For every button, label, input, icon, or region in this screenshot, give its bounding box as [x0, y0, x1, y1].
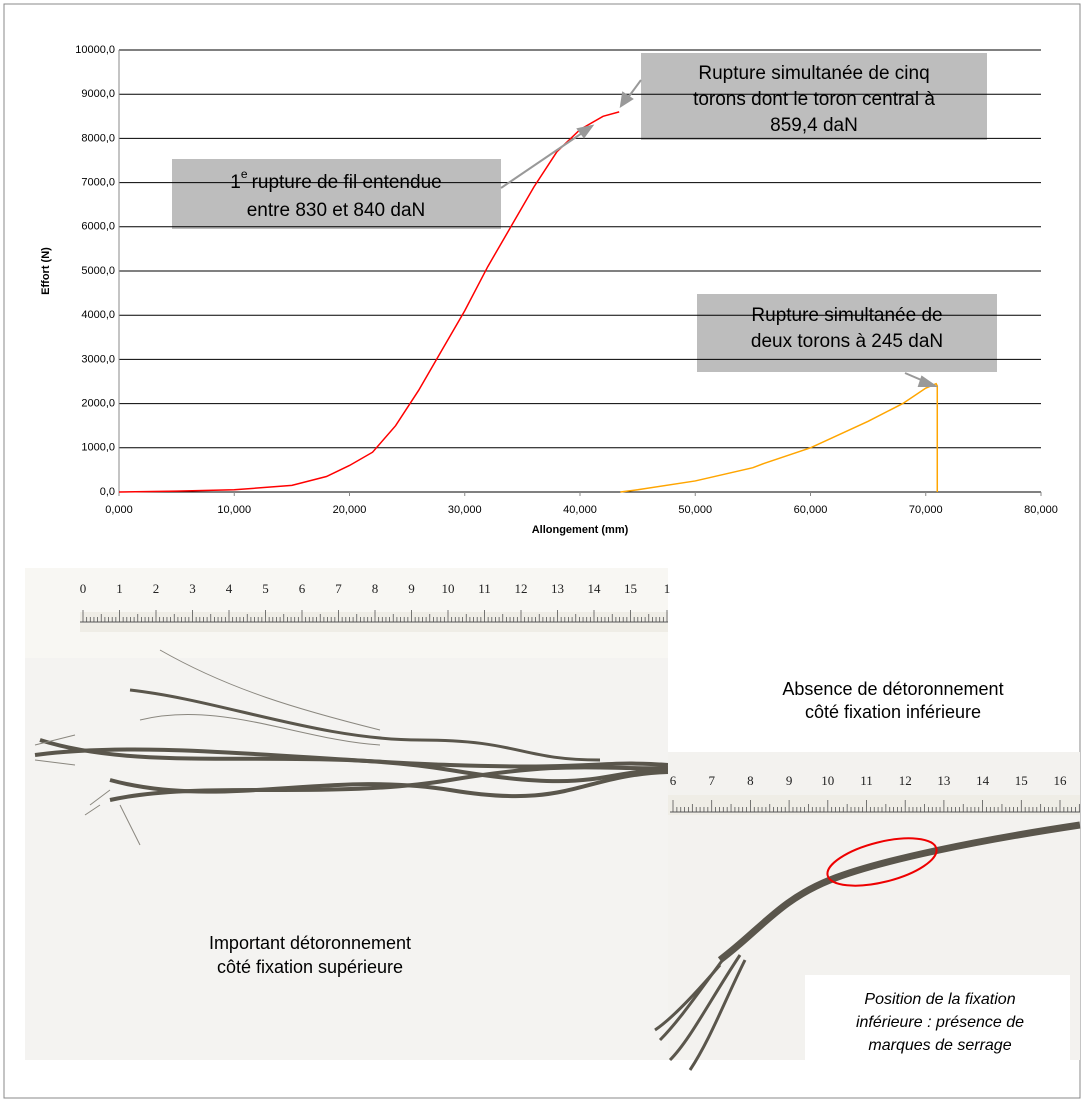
photo-caption: côté fixation inférieure	[805, 702, 981, 722]
ruler-label: 7	[335, 581, 342, 596]
annotation-text: 859,4 daN	[770, 115, 858, 136]
x-tick-label: 70,000	[909, 504, 943, 516]
annotation-line: rupture de fil entendue	[252, 172, 442, 193]
annotation-text: Rupture simultanée de	[751, 305, 942, 326]
photo-caption: Position de la fixation	[864, 991, 1015, 1008]
x-tick-label: 40,000	[563, 504, 597, 516]
ruler-label: 1	[116, 581, 123, 596]
ruler-label: 10	[821, 773, 834, 788]
ruler-label: 8	[747, 773, 754, 788]
ruler-label: 8	[372, 581, 379, 596]
x-tick-label: 10,000	[217, 504, 251, 516]
y-tick-label: 10000,0	[75, 44, 115, 56]
ruler-label: 11	[478, 581, 491, 596]
x-tick-label: 20,000	[333, 504, 367, 516]
x-axis-title: Allongement (mm)	[532, 524, 629, 536]
x-tick-label: 60,000	[794, 504, 828, 516]
ruler-label: 13	[551, 581, 564, 596]
y-tick-label: 3000,0	[81, 353, 115, 365]
arrows	[500, 79, 939, 387]
ruler-label: 12	[515, 581, 528, 596]
annotation-prefix: 1	[230, 172, 241, 193]
x-tick-label: 80,000	[1024, 504, 1058, 516]
photo-caption: Absence de détoronnement	[782, 679, 1003, 699]
annotation-text: entre 830 et 840 daN	[247, 200, 426, 221]
y-tick-label: 4000,0	[81, 309, 115, 321]
photo-caption: marques de serrage	[868, 1037, 1011, 1054]
ruler-label: 15	[1015, 773, 1028, 788]
ruler-label: 9	[408, 581, 415, 596]
line-series	[620, 382, 939, 493]
annotation-boxes	[172, 53, 997, 372]
y-tick-label: 5000,0	[81, 265, 115, 277]
photo-caption: inférieure : présence de	[856, 1014, 1024, 1031]
y-tick-label: 9000,0	[81, 88, 115, 100]
annotation-text: torons dont le toron central à	[693, 89, 935, 110]
ruler-label: 0	[80, 581, 87, 596]
photo-caption: côté fixation supérieure	[217, 957, 403, 977]
y-axis-title: Effort (N)	[40, 247, 52, 295]
y-tick-label: 2000,0	[81, 398, 115, 410]
ruler-label: 16	[1054, 773, 1068, 788]
ruler-label: 11	[860, 773, 873, 788]
annotation-text: 1e rupture de fil entendue	[230, 167, 441, 193]
annotation-sup: e	[241, 167, 248, 181]
ruler-label: 3	[189, 581, 196, 596]
ruler-label: 1	[664, 581, 671, 596]
annotation-text: deux torons à 245 daN	[751, 331, 943, 352]
ruler-label: 14	[588, 581, 602, 596]
x-tick-label: 30,000	[448, 504, 482, 516]
ruler-label: 6	[299, 581, 306, 596]
y-tick-label: 0,0	[100, 486, 115, 498]
ruler-label: 5	[262, 581, 269, 596]
y-tick-label: 6000,0	[81, 221, 115, 233]
photo-caption: Important détoronnement	[209, 933, 411, 953]
y-tick-label: 7000,0	[81, 177, 115, 189]
x-tick-label: 0,000	[105, 504, 133, 516]
ruler-label: 6	[670, 773, 677, 788]
ruler-label: 2	[153, 581, 160, 596]
photo-right	[654, 752, 1081, 1071]
photo-left	[25, 568, 669, 1060]
ruler-label: 12	[899, 773, 912, 788]
ruler-label: 9	[786, 773, 793, 788]
ruler-label: 14	[976, 773, 990, 788]
y-tick-label: 1000,0	[81, 442, 115, 454]
ruler-label: 15	[624, 581, 637, 596]
annotation-text: Rupture simultanée de cinq	[698, 63, 929, 84]
ruler-label: 10	[442, 581, 455, 596]
ruler-label: 13	[937, 773, 950, 788]
y-tick-label: 8000,0	[81, 132, 115, 144]
ruler-label: 4	[226, 581, 233, 596]
x-tick-label: 50,000	[678, 504, 712, 516]
ruler-label: 7	[708, 773, 715, 788]
